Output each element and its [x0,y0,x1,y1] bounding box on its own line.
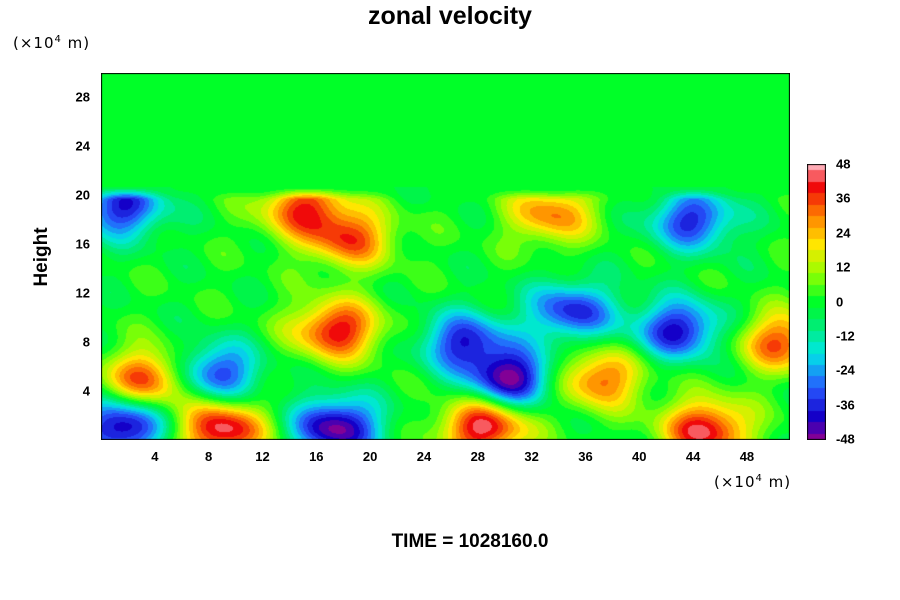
x-tick-label: 12 [255,449,270,464]
x-tick-label: 4 [151,449,159,464]
x-tick-label: 48 [739,449,755,464]
x-axis-unit: (×104 m) [714,473,792,491]
y-tick-label: 4 [82,383,90,399]
x-tick-label: 28 [470,449,486,464]
x-tick-label: 40 [632,449,647,464]
y-tick-label: 28 [75,89,90,105]
y-axis-label: Height [31,227,52,287]
colorbar-tick-label: 24 [836,225,851,241]
colorbar-tick-label: -48 [836,431,855,447]
y-axis-unit: (×104 m) [13,34,91,52]
colorbar [807,164,826,440]
colorbar-tick-label: 36 [836,190,851,206]
colorbar-tick-label: -12 [836,328,855,344]
x-tick-label: 36 [578,449,593,464]
time-label: TIME = 1028160.0 [391,531,549,552]
y-tick-label: 16 [75,236,90,252]
zonal-velocity-field [101,73,790,440]
y-tick-label: 12 [75,285,90,301]
colorbar-tick-label: -24 [836,362,855,378]
x-tick-label: 16 [309,449,324,464]
colorbar-tick-label: 12 [836,259,851,275]
x-tick-label: 44 [685,449,701,464]
colorbar-tick-label: 48 [836,156,851,172]
chart-title: zonal velocity [368,2,532,30]
y-tick-label: 24 [75,138,90,154]
x-tick-label: 32 [524,449,539,464]
x-tick-label: 24 [416,449,432,464]
x-tick-label: 20 [362,449,378,464]
y-tick-label: 20 [75,187,90,203]
colorbar-tick-label: -36 [836,397,855,413]
x-tick-label: 8 [205,449,213,464]
y-tick-label: 8 [82,334,90,350]
colorbar-tick-label: 0 [836,294,844,309]
